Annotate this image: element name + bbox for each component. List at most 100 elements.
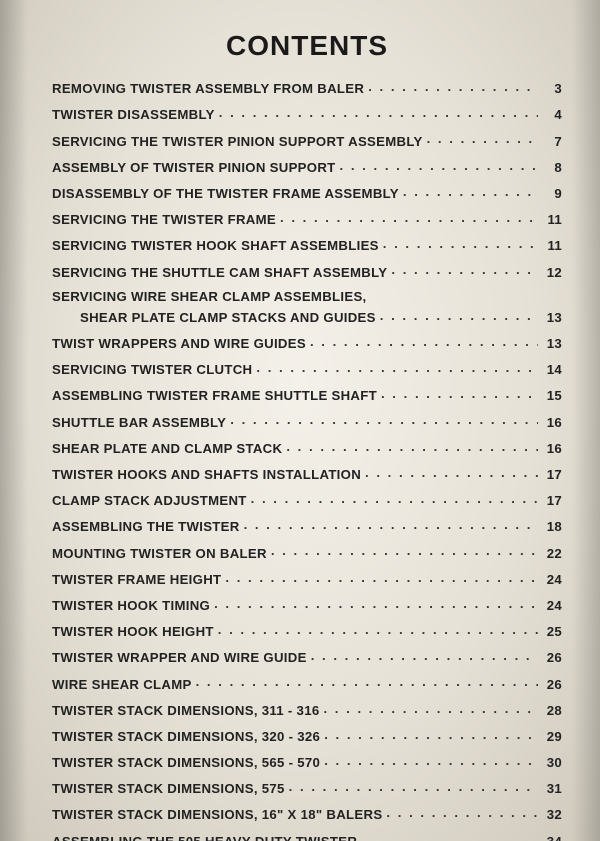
toc-entry-page: 12: [542, 266, 562, 279]
toc-entry-page: 29: [542, 730, 562, 743]
toc-leader-dots: [310, 335, 538, 348]
toc-leader-dots: [324, 728, 538, 741]
toc-entry-page: 26: [542, 651, 562, 664]
toc-leader-dots: [323, 702, 538, 715]
toc-leader-dots: [324, 754, 538, 767]
toc-entry: TWISTER STACK DIMENSIONS, 16" X 18" BALE…: [52, 806, 562, 821]
toc-entry-page: 8: [542, 161, 562, 174]
toc-entry-label: TWISTER STACK DIMENSIONS, 320 - 326: [52, 730, 320, 743]
toc-entry: TWISTER FRAME HEIGHT 24: [52, 571, 562, 586]
toc-leader-dots: [230, 413, 538, 426]
toc-entry-label: TWISTER HOOK TIMING: [52, 599, 210, 612]
toc-entry-label: TWISTER STACK DIMENSIONS, 565 - 570: [52, 756, 320, 769]
toc-entry: ASSEMBLING TWISTER FRAME SHUTTLE SHAFT 15: [52, 387, 562, 402]
toc-leader-dots: [381, 387, 538, 400]
toc-entry-page: 7: [542, 135, 562, 148]
toc-entry-label: SHEAR PLATE CLAMP STACKS AND GUIDES: [52, 311, 376, 324]
toc-entry-page: 26: [542, 678, 562, 691]
toc-entry-page: 30: [542, 756, 562, 769]
toc-entry-page: 9: [542, 187, 562, 200]
toc-entry-page: 31: [542, 782, 562, 795]
toc-entry: REMOVING TWISTER ASSEMBLY FROM BALER3: [52, 80, 562, 95]
toc-entry-label: TWISTER HOOK HEIGHT: [52, 625, 214, 638]
toc-entry: TWISTER WRAPPER AND WIRE GUIDE 26: [52, 649, 562, 664]
toc-leader-dots: [219, 106, 538, 119]
toc-entry: TWISTER HOOKS AND SHAFTS INSTALLATION 17: [52, 466, 562, 481]
toc-entry-label: SERVICING TWISTER CLUTCH: [52, 363, 252, 376]
toc-entry: TWISTER DISASSEMBLY 4: [52, 106, 562, 121]
toc-entry: TWIST WRAPPERS AND WIRE GUIDES13: [52, 335, 562, 350]
toc-entry: TWISTER STACK DIMENSIONS, 311 - 31628: [52, 702, 562, 717]
toc-leader-dots: [289, 780, 538, 793]
toc-entry-label: ASSEMBLING TWISTER FRAME SHUTTLE SHAFT: [52, 389, 377, 402]
toc-entry-page: 11: [542, 213, 562, 226]
toc-entry-page: 17: [542, 494, 562, 507]
toc-leader-dots: [218, 623, 538, 636]
toc-entry-label: TWISTER DISASSEMBLY: [52, 108, 215, 121]
toc-leader-dots: [256, 361, 538, 374]
toc-entry-page: 13: [542, 311, 562, 324]
toc-leader-dots: [244, 518, 538, 531]
toc-entry-label: TWISTER FRAME HEIGHT: [52, 573, 221, 586]
toc-entry-header: SERVICING WIRE SHEAR CLAMP ASSEMBLIES,: [52, 290, 562, 303]
page-title: CONTENTS: [52, 30, 562, 62]
toc-leader-dots: [225, 571, 538, 584]
toc-entry-page: 11: [542, 239, 562, 252]
toc-entry-label: SERVICING THE SHUTTLE CAM SHAFT ASSEMBLY: [52, 266, 387, 279]
toc-entry-page: 32: [542, 808, 562, 821]
toc-leader-dots: [427, 132, 538, 145]
toc-entry: SHEAR PLATE AND CLAMP STACK16: [52, 440, 562, 455]
toc-entry: SERVICING TWISTER CLUTCH 14: [52, 361, 562, 376]
toc-entry: TWISTER STACK DIMENSIONS, 320 - 326 29: [52, 728, 562, 743]
toc-leader-dots: [311, 649, 538, 662]
toc-leader-dots: [386, 806, 538, 819]
toc-entry: ASSEMBLING THE TWISTER18: [52, 518, 562, 533]
toc-entry-page: 28: [542, 704, 562, 717]
toc-leader-dots: [391, 263, 538, 276]
toc-leader-dots: [403, 185, 538, 198]
toc-entry-page: 4: [542, 108, 562, 121]
toc-leader-dots: [361, 832, 538, 841]
toc-entry-page: 24: [542, 573, 562, 586]
toc-leader-dots: [214, 597, 538, 610]
toc-leader-dots: [380, 309, 538, 322]
toc-entry: SHEAR PLATE CLAMP STACKS AND GUIDES 13: [52, 309, 562, 324]
toc-entry: SHUTTLE BAR ASSEMBLY 16: [52, 413, 562, 428]
toc-leader-dots: [383, 237, 538, 250]
toc-entry-page: 14: [542, 363, 562, 376]
toc-entry-label: DISASSEMBLY OF THE TWISTER FRAME ASSEMBL…: [52, 187, 399, 200]
toc-entry-page: 22: [542, 547, 562, 560]
toc-entry: ASSEMBLY OF TWISTER PINION SUPPORT 8: [52, 159, 562, 174]
toc-entry-page: 17: [542, 468, 562, 481]
toc-entry: CLAMP STACK ADJUSTMENT17: [52, 492, 562, 507]
toc-entry-label: SHUTTLE BAR ASSEMBLY: [52, 416, 226, 429]
toc-entry-label: TWISTER WRAPPER AND WIRE GUIDE: [52, 651, 307, 664]
toc-entry-page: 15: [542, 389, 562, 402]
toc-leader-dots: [340, 159, 538, 172]
toc-leader-dots: [196, 675, 538, 688]
toc-entry-label: ASSEMBLY OF TWISTER PINION SUPPORT: [52, 161, 336, 174]
toc-entry-page: 16: [542, 416, 562, 429]
toc-entry: TWISTER HOOK HEIGHT25: [52, 623, 562, 638]
toc-leader-dots: [368, 80, 538, 93]
toc-entry-label: SHEAR PLATE AND CLAMP STACK: [52, 442, 282, 455]
toc-entry: SERVICING THE TWISTER PINION SUPPORT ASS…: [52, 132, 562, 147]
toc-entry: SERVICING THE TWISTER FRAME 11: [52, 211, 562, 226]
toc-entry: ASSEMBLING THE 505 HEAVY-DUTY TWISTER34: [52, 832, 562, 841]
toc-entry-label: TWISTER HOOKS AND SHAFTS INSTALLATION: [52, 468, 361, 481]
table-of-contents: REMOVING TWISTER ASSEMBLY FROM BALER3 TWI…: [52, 80, 562, 841]
toc-entry: DISASSEMBLY OF THE TWISTER FRAME ASSEMBL…: [52, 185, 562, 200]
toc-entry-label: TWISTER STACK DIMENSIONS, 575: [52, 782, 285, 795]
toc-leader-dots: [280, 211, 538, 224]
toc-entry-label: SERVICING THE TWISTER FRAME: [52, 213, 276, 226]
toc-entry-label: REMOVING TWISTER ASSEMBLY FROM BALER: [52, 82, 364, 95]
toc-entry-page: 18: [542, 520, 562, 533]
toc-entry-label: SERVICING TWISTER HOOK SHAFT ASSEMBLIES: [52, 239, 379, 252]
toc-entry-page: 13: [542, 337, 562, 350]
toc-leader-dots: [286, 440, 538, 453]
toc-entry-label: ASSEMBLING THE 505 HEAVY-DUTY TWISTER: [52, 835, 357, 841]
toc-leader-dots: [271, 544, 538, 557]
toc-entry: MOUNTING TWISTER ON BALER22: [52, 544, 562, 559]
toc-entry: SERVICING THE SHUTTLE CAM SHAFT ASSEMBLY…: [52, 263, 562, 278]
toc-leader-dots: [365, 466, 538, 479]
